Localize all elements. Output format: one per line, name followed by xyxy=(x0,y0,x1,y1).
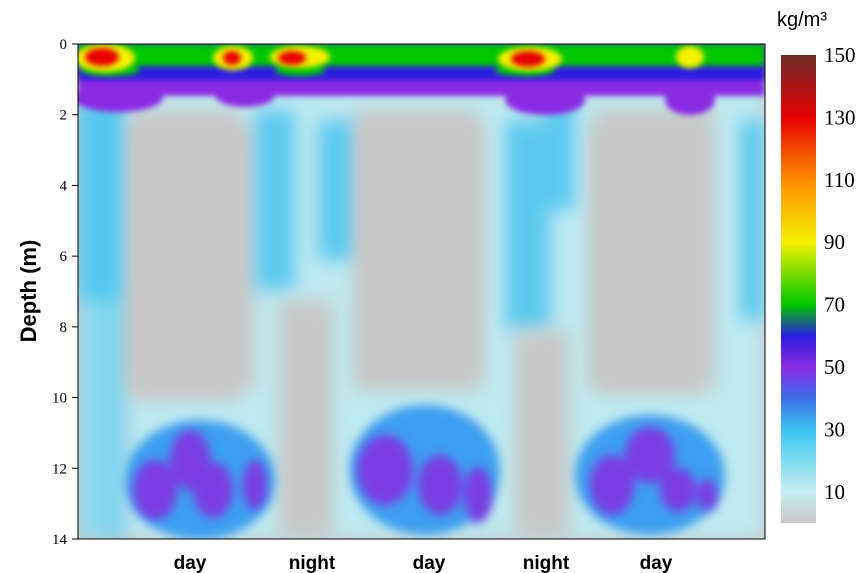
surface-red-spots xyxy=(85,48,545,67)
grey-columns xyxy=(130,110,715,539)
y-tick-label: 10 xyxy=(52,391,67,407)
x-category-label: night xyxy=(523,553,570,573)
x-category-label: day xyxy=(413,553,446,573)
colorbar-tick-label: 90 xyxy=(824,230,845,254)
colorbar-tick-label: 130 xyxy=(824,105,856,129)
x-category-label: day xyxy=(640,553,673,573)
colorbar-tick-label: 150 xyxy=(824,43,856,67)
colorbar-unit-label: kg/m³ xyxy=(777,9,827,31)
y-tick-label: 8 xyxy=(60,320,68,336)
colorbar-gradient xyxy=(781,55,816,523)
colorbar-tick-label: 50 xyxy=(824,355,845,379)
colorbar-tick-label: 70 xyxy=(824,293,845,317)
colorbar-tick-label: 30 xyxy=(824,417,845,441)
x-category-label: night xyxy=(289,553,336,573)
bottom-purple-patches xyxy=(133,427,717,523)
plot-frame xyxy=(77,43,766,540)
colorbar-ticks: 150 130 110 90 70 50 30 10 xyxy=(824,43,856,504)
colorbar: 150 130 110 90 70 50 30 10 xyxy=(781,43,856,523)
y-axis-title: Depth (m) xyxy=(16,240,41,343)
y-tick-label: 0 xyxy=(60,37,68,53)
y-tick-label: 14 xyxy=(52,532,68,548)
y-tick-label: 6 xyxy=(60,249,68,265)
heatmap xyxy=(78,44,765,539)
y-tick-label: 4 xyxy=(60,178,68,194)
y-tick-label: 12 xyxy=(52,461,67,477)
blue-zones xyxy=(80,90,765,330)
x-category-label: day xyxy=(174,553,207,573)
colorbar-tick-label: 10 xyxy=(824,480,845,504)
x-categories: day night day night day xyxy=(174,553,673,573)
y-axis: 0 2 4 6 8 10 12 14 xyxy=(52,37,78,548)
y-tick-label: 2 xyxy=(60,108,68,124)
colorbar-tick-label: 110 xyxy=(824,168,855,192)
